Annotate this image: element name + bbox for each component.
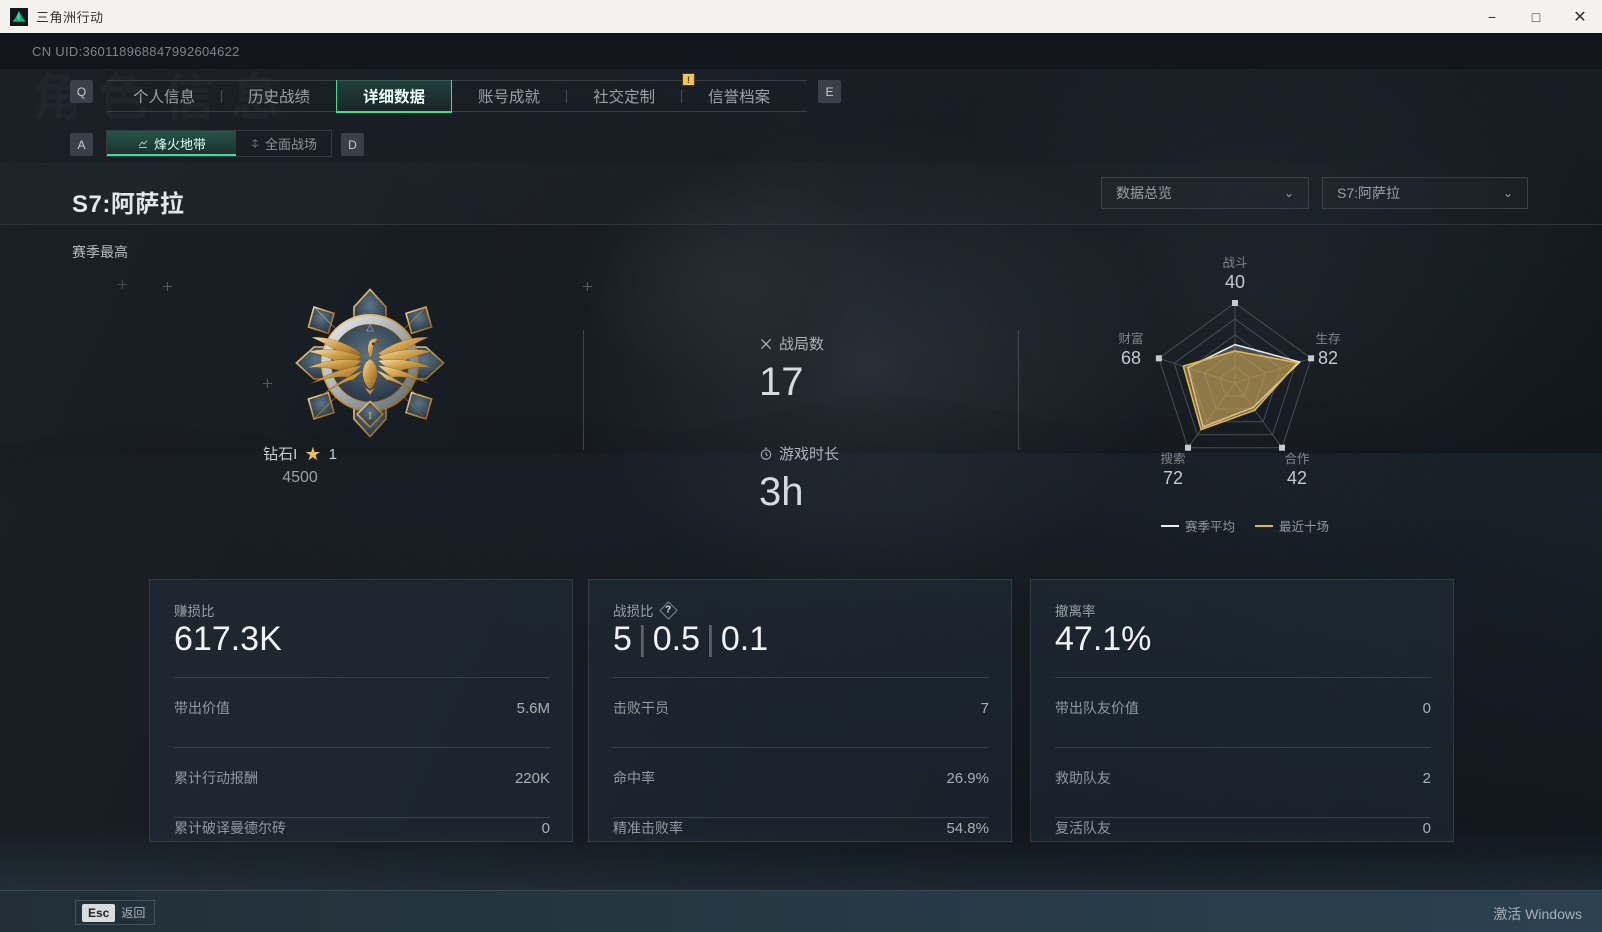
svg-text:I: I: [368, 411, 372, 422]
